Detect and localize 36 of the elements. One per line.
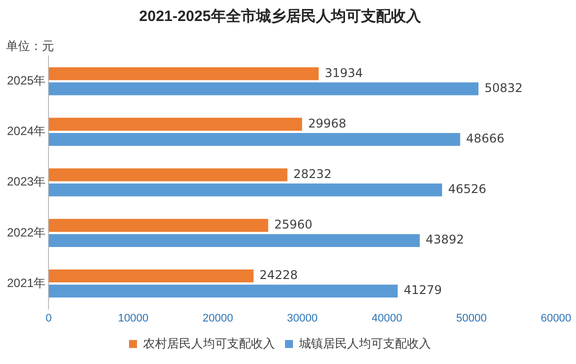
bar [48,269,254,282]
bar [48,118,302,131]
bar [48,168,288,182]
x-tick-label: 10000 [118,312,149,324]
data-label: 28232 [293,166,332,181]
y-tick-label: 2022年 [6,225,46,240]
legend-label: 农村居民人均可支配收入 [143,336,275,350]
text: 单位：元 [6,38,54,55]
x-tick-label: 60000 [540,312,572,324]
data-label: 41279 [404,283,442,298]
y-tick-label: 2023年 [6,174,46,189]
data-label: 50832 [484,80,523,95]
data-label: 46526 [448,182,486,196]
chart-title: 2021-2025年全市城乡居民人均可支配收入 [139,7,422,26]
data-label: 48666 [466,132,504,146]
y-tick-label: 2021年 [6,276,46,290]
x-tick-label: 30000 [287,312,318,324]
data-label: 24228 [260,268,298,282]
y-tick-label: 2025年 [6,74,46,88]
x-tick-label: 40000 [372,312,402,324]
bar [48,67,319,80]
data-label: 43892 [426,232,464,247]
bar [48,284,398,298]
x-tick-label: 20000 [202,312,234,324]
y-tick-label: 2024年 [6,124,46,138]
bar [48,82,478,96]
legend-label: 城镇居民人均可支配收入 [298,336,431,350]
data-label: 29968 [308,116,346,130]
x-tick-label: 50000 [456,312,487,324]
bar [48,218,268,232]
x-tick-label: 0 [46,312,52,324]
bar [48,132,460,146]
bar [48,184,442,196]
bar [48,234,420,247]
data-label: 31934 [324,66,363,80]
data-label: 25960 [274,218,312,232]
